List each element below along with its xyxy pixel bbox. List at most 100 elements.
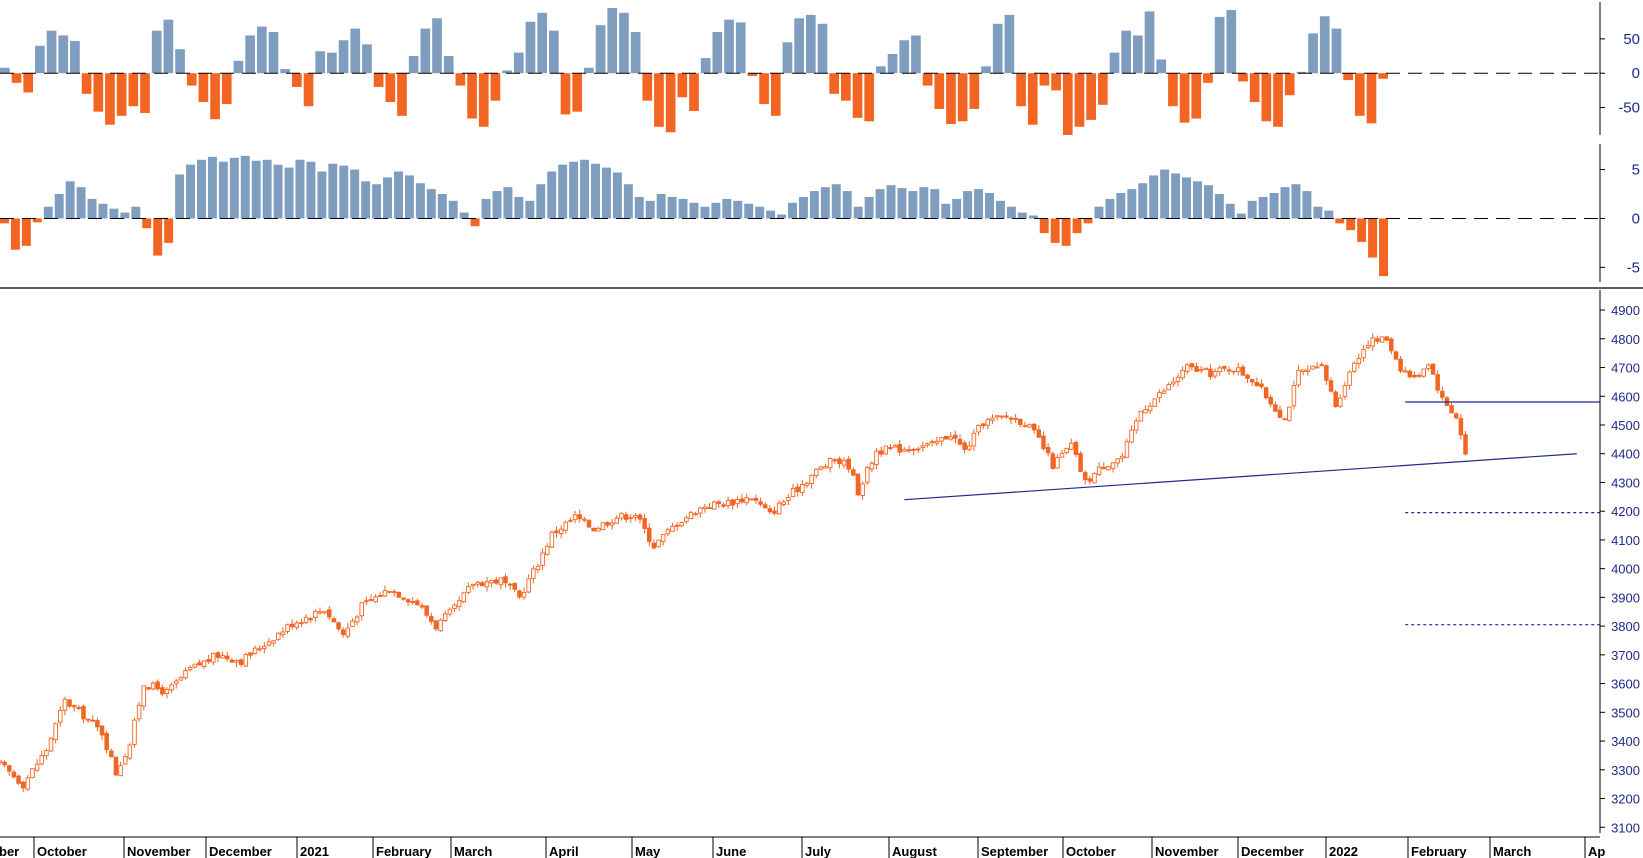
candle-body: [776, 502, 782, 515]
osc-bottom-bar: [131, 206, 141, 219]
osc-bottom-bar: [1138, 183, 1148, 219]
candle-body: [920, 445, 926, 449]
candle-body: [391, 591, 397, 594]
candle-body: [948, 436, 953, 440]
osc-bottom-bar: [328, 163, 338, 219]
candle-body: [1198, 369, 1204, 372]
candle-body: [1008, 417, 1014, 420]
osc-bottom-bar: [908, 191, 918, 219]
candle-body: [957, 438, 963, 445]
osc-top-bar: [151, 30, 162, 74]
osc-top-bar: [677, 73, 688, 98]
candle-body: [897, 443, 902, 453]
osc-top-bar: [1168, 73, 1178, 107]
price-tick-label: 3300: [1611, 763, 1640, 778]
osc-top-bar: [1308, 33, 1318, 74]
candle-body: [549, 531, 555, 548]
osc-bottom-bar: [1149, 175, 1159, 219]
osc-top-bar: [957, 73, 968, 122]
month-label: December: [209, 844, 272, 858]
candle-body: [1222, 366, 1227, 369]
candle-body: [85, 718, 91, 721]
month-label: October: [37, 844, 87, 858]
candle-body: [322, 610, 327, 614]
osc-top-bar: [654, 73, 664, 127]
osc-top-bar: [35, 45, 45, 74]
candle-body: [874, 450, 879, 466]
osc-bottom-bar: [317, 171, 327, 219]
candle-body: [1254, 381, 1260, 387]
osc-bottom-bar: [470, 218, 480, 227]
candle-body: [1045, 447, 1051, 454]
month-label: March: [454, 844, 492, 858]
candle-body: [39, 755, 44, 765]
candle-body: [1096, 466, 1102, 475]
osc-top-bar: [642, 73, 653, 101]
candle-body: [916, 448, 921, 451]
candle-body: [684, 517, 689, 522]
candle-body: [294, 622, 300, 628]
candle-body: [327, 609, 332, 618]
candle-body: [786, 497, 791, 502]
osc-bottom-bar: [284, 167, 294, 219]
osc-top-bar: [490, 73, 501, 101]
candle-body: [58, 710, 63, 723]
osc-bottom-bar: [952, 198, 962, 219]
osc-bottom-bar: [1379, 218, 1388, 277]
candle-body: [758, 501, 763, 505]
candle-body: [1180, 369, 1185, 379]
osc-bottom-bar: [1028, 215, 1038, 219]
osc-top-bar: [607, 8, 618, 74]
osc-bottom-bar: [175, 174, 185, 219]
candle-body: [1050, 453, 1055, 469]
osc-top-bar: [245, 35, 255, 74]
candle-body: [0, 760, 3, 764]
candle-body: [1194, 366, 1199, 372]
candle-body: [572, 514, 578, 521]
osc-bottom-bar: [153, 218, 163, 256]
osc-bottom-tick-label: -5: [1627, 259, 1640, 276]
osc-bottom-bar: [777, 214, 787, 219]
candle-body: [183, 669, 188, 679]
osc-bottom-bar: [1182, 177, 1191, 219]
candle-body: [364, 600, 369, 603]
osc-bottom-bar: [700, 206, 710, 219]
month-label: June: [716, 844, 746, 858]
candle-body: [95, 720, 100, 728]
osc-bottom-bar: [87, 198, 97, 219]
osc-bottom-bar: [10, 218, 20, 250]
osc-top-bar: [233, 60, 244, 74]
osc-top-bar: [397, 73, 407, 116]
candle-body: [1305, 369, 1311, 372]
candle-body: [206, 658, 211, 662]
candle-body: [1263, 387, 1269, 399]
candle-body: [336, 622, 341, 630]
candle-body: [1161, 390, 1167, 394]
candle-body: [1291, 385, 1297, 407]
candle-body: [2, 761, 7, 766]
candle-body: [716, 501, 722, 504]
osc-top-bar: [1354, 73, 1365, 116]
candle-body: [44, 750, 49, 757]
osc-bottom-bar: [43, 206, 53, 219]
osc-bottom-bar: [426, 189, 436, 219]
candle-body: [1027, 424, 1032, 428]
candle-body: [698, 507, 703, 514]
osc-top-bar: [1261, 73, 1272, 122]
candle-body: [1236, 367, 1241, 372]
candle-body: [762, 504, 768, 509]
osc-top-bar: [934, 73, 945, 109]
candle-body: [1120, 455, 1125, 459]
osc-bottom-bar: [1302, 191, 1312, 219]
osc-bottom-bar: [459, 212, 469, 219]
candle-body: [484, 581, 490, 588]
price-tick-label: 4800: [1611, 332, 1640, 347]
osc-top-bar: [992, 23, 1003, 74]
candle-body: [531, 568, 536, 579]
price-tick-label: 3400: [1611, 734, 1640, 749]
osc-top-bar: [163, 19, 174, 74]
osc-top-bar: [1378, 73, 1388, 79]
osc-bottom-bar: [1039, 218, 1049, 234]
candle-body: [605, 522, 610, 526]
candle-body: [929, 441, 935, 444]
